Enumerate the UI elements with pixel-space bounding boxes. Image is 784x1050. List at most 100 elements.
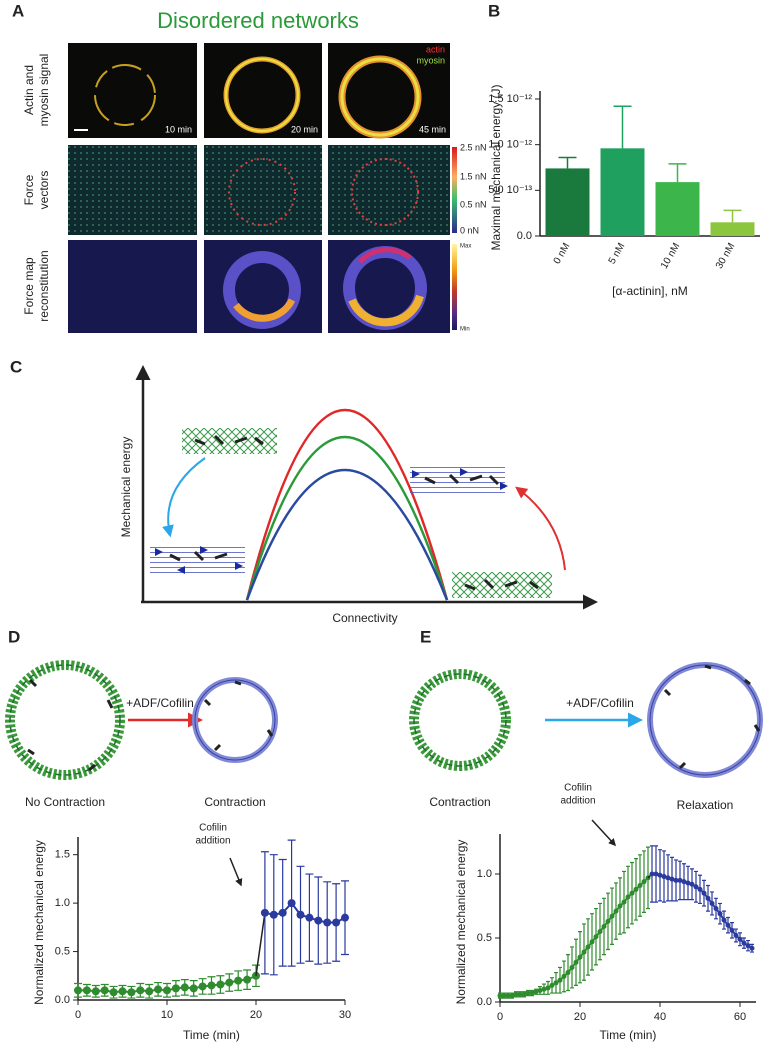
point (260, 908, 269, 917)
panel-label: D (8, 627, 20, 646)
time-label: 45 min (419, 124, 446, 134)
x-tick-label: 0 nM (552, 241, 573, 266)
annotation-arrow (229, 857, 243, 887)
point (332, 918, 341, 927)
point (118, 987, 127, 996)
point (733, 932, 739, 938)
point (171, 984, 180, 993)
diagram-e (409, 662, 763, 778)
point (685, 880, 691, 886)
panel-title: Disordered networks (157, 8, 359, 33)
point (689, 881, 695, 887)
point (553, 980, 559, 986)
point (497, 993, 503, 999)
colorbar-label: 0.5 nN (460, 199, 487, 209)
y-tick-label: 1.5 (55, 849, 70, 861)
annotation-arrow (591, 819, 617, 847)
point (621, 899, 627, 905)
connector (255, 912, 266, 976)
y-axis-label: Maximal mechanical energy (J) (489, 84, 503, 250)
point (737, 936, 743, 942)
point (649, 871, 655, 877)
point (697, 886, 703, 892)
legend-actin: actin (426, 44, 445, 54)
point (721, 917, 727, 923)
colorbar-label: 0 nN (460, 225, 479, 235)
point (665, 875, 671, 881)
point (127, 988, 136, 997)
arrow-label: +ADF/Cofilin (566, 696, 634, 710)
arrow-label: +ADF/Cofilin (126, 696, 194, 710)
point (163, 986, 171, 995)
point (207, 981, 216, 990)
point (713, 906, 719, 912)
x-tick-label: 10 nM (659, 241, 682, 271)
image-row (68, 240, 457, 333)
x-tick-label: 20 (250, 1009, 262, 1021)
y-axis-label: Normalized mechanical energy (32, 840, 46, 1005)
point (717, 911, 723, 917)
point (657, 872, 663, 878)
point (91, 987, 100, 996)
image-row (68, 43, 450, 139)
point (314, 916, 323, 925)
point (541, 986, 547, 992)
point (589, 939, 595, 945)
row-label: myosin signal (37, 54, 51, 127)
point (741, 940, 747, 946)
bar (545, 168, 590, 236)
point (661, 874, 667, 880)
state-label: Relaxation (677, 798, 734, 812)
annotation: Cofilin (199, 823, 227, 834)
point (136, 986, 145, 995)
time-label: 10 min (165, 124, 192, 134)
point (745, 943, 751, 949)
point (323, 918, 332, 927)
state-label: Contraction (429, 795, 490, 809)
point (269, 910, 278, 919)
point (673, 877, 679, 883)
point (154, 985, 163, 994)
row-label: Force map (22, 257, 36, 315)
line (264, 901, 346, 924)
point (549, 982, 555, 988)
point (145, 987, 154, 996)
point (501, 993, 507, 999)
point (601, 923, 607, 929)
point (513, 991, 519, 997)
point (561, 973, 567, 979)
point (605, 918, 611, 924)
point (189, 984, 198, 993)
point (517, 991, 523, 997)
point (109, 988, 118, 997)
annotation: addition (195, 836, 230, 847)
axis-label: Mechanical energy (119, 437, 133, 538)
bar (710, 222, 755, 236)
y-tick-label: 1.0 (55, 897, 70, 909)
y-tick-label: 1.5 10⁻¹² (488, 93, 532, 105)
panel-label: E (420, 627, 431, 646)
x-axis-label: Time (min) (183, 1028, 240, 1042)
point (573, 959, 579, 965)
time-label: 20 min (291, 124, 318, 134)
point (669, 876, 675, 882)
x-tick-label: 10 (161, 1009, 173, 1021)
point (613, 908, 619, 914)
point (577, 954, 583, 960)
diagram-c (135, 365, 598, 610)
point (677, 877, 683, 883)
point (693, 884, 699, 890)
point (305, 913, 314, 922)
row-label: reconstitution (37, 250, 51, 321)
y-tick-label: 5.0 10⁻¹³ (488, 184, 532, 196)
axis-label: Connectivity (332, 611, 397, 625)
row-label: vectors (37, 171, 51, 210)
point (225, 978, 234, 987)
point (287, 899, 296, 908)
point (709, 900, 715, 906)
point (234, 976, 243, 985)
point (557, 977, 563, 983)
annotation: Cofilin (564, 783, 592, 794)
colorbar-label: Max (460, 244, 471, 250)
